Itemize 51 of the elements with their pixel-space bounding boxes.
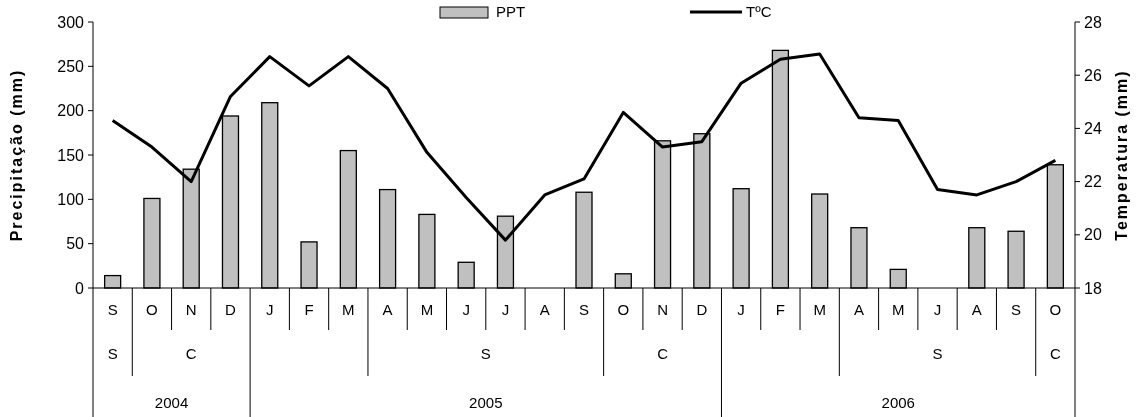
x-tick-label: J bbox=[501, 301, 510, 318]
x-tick-label: J bbox=[737, 301, 745, 318]
x-tick-label: S bbox=[578, 301, 590, 318]
x-tick-label: M bbox=[813, 301, 826, 318]
x-tick-label: A bbox=[539, 301, 550, 318]
y-axis-title: Precipitação (mm) bbox=[8, 68, 25, 242]
y-tick-label: 0 bbox=[75, 279, 85, 297]
x-tick-label: O bbox=[146, 301, 158, 318]
y2-tick-label: 26 bbox=[1084, 66, 1102, 84]
x-tick-label: S bbox=[1011, 301, 1022, 318]
y2-tick-label: 22 bbox=[1084, 173, 1102, 191]
x-tick-label: S bbox=[107, 301, 118, 318]
text: C bbox=[1049, 345, 1061, 362]
x-tick-label: J bbox=[266, 301, 274, 318]
text: S bbox=[480, 345, 491, 362]
x-tick-label: M bbox=[342, 301, 355, 318]
x-tick-label: J bbox=[462, 301, 470, 318]
legend-label: TºC bbox=[746, 3, 772, 21]
x-tick-label: O bbox=[1049, 301, 1062, 318]
text: C bbox=[185, 345, 197, 362]
y2-tick-label: 20 bbox=[1084, 226, 1102, 244]
x-tick-label: A bbox=[853, 301, 864, 318]
y-tick-label: 150 bbox=[57, 146, 85, 164]
y-tick-label: 100 bbox=[57, 190, 85, 208]
y-tick-label: 50 bbox=[66, 235, 85, 253]
x-tick-label: N bbox=[657, 301, 668, 318]
x-tick-label: N bbox=[185, 301, 197, 318]
y-tick-label: 300 bbox=[57, 13, 85, 31]
y2-tick-label: 28 bbox=[1084, 13, 1102, 31]
y-tick-label: 200 bbox=[57, 102, 85, 120]
x-tick-label: D bbox=[225, 301, 237, 318]
x-tick-label: M bbox=[891, 301, 905, 318]
legend-label: PPT bbox=[496, 3, 526, 21]
x-tick-label: F bbox=[304, 301, 314, 318]
x-tick-label: J bbox=[933, 301, 942, 318]
x-tick-label: O bbox=[617, 301, 630, 318]
y2-tick-label: 18 bbox=[1084, 279, 1102, 297]
y2-axis-title: Temperatura (mm) bbox=[1113, 69, 1130, 241]
x-tick-label: A bbox=[382, 301, 393, 318]
x-tick-label: F bbox=[775, 301, 785, 318]
y2-tick-label: 24 bbox=[1084, 120, 1102, 137]
text: S bbox=[107, 345, 118, 362]
text: C bbox=[657, 345, 669, 362]
x-tick-label: A bbox=[971, 301, 982, 318]
x-tick-label: D bbox=[696, 301, 708, 318]
y-tick-label: 250 bbox=[57, 57, 85, 75]
x-tick-label: M bbox=[420, 301, 434, 318]
text: 2005 bbox=[469, 394, 503, 411]
text: 2006 bbox=[881, 394, 915, 411]
text: S bbox=[932, 345, 943, 362]
text: 2004 bbox=[154, 394, 189, 411]
